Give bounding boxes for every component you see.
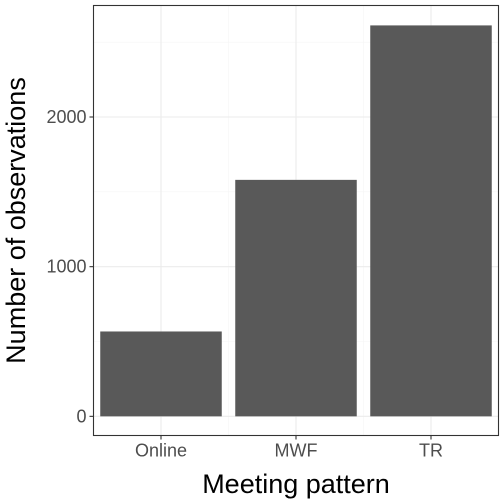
- x-axis-ticks: Online MWF TR: [135, 435, 443, 461]
- y-tick-label: 2000: [46, 107, 86, 127]
- bars: [100, 25, 492, 417]
- x-tick-label: TR: [419, 441, 443, 461]
- bar-tr: [370, 25, 492, 417]
- x-tick-label: Online: [135, 441, 187, 461]
- bar-mwf: [235, 179, 357, 417]
- y-tick-label: 1000: [46, 257, 86, 277]
- x-tick-label: MWF: [275, 441, 318, 461]
- y-tick-label: 0: [76, 406, 86, 426]
- x-axis-title: Meeting pattern: [202, 469, 390, 499]
- y-axis-title: Number of observations: [1, 77, 31, 364]
- y-axis-ticks: 0 1000 2000: [46, 107, 94, 426]
- bar-online: [100, 331, 222, 417]
